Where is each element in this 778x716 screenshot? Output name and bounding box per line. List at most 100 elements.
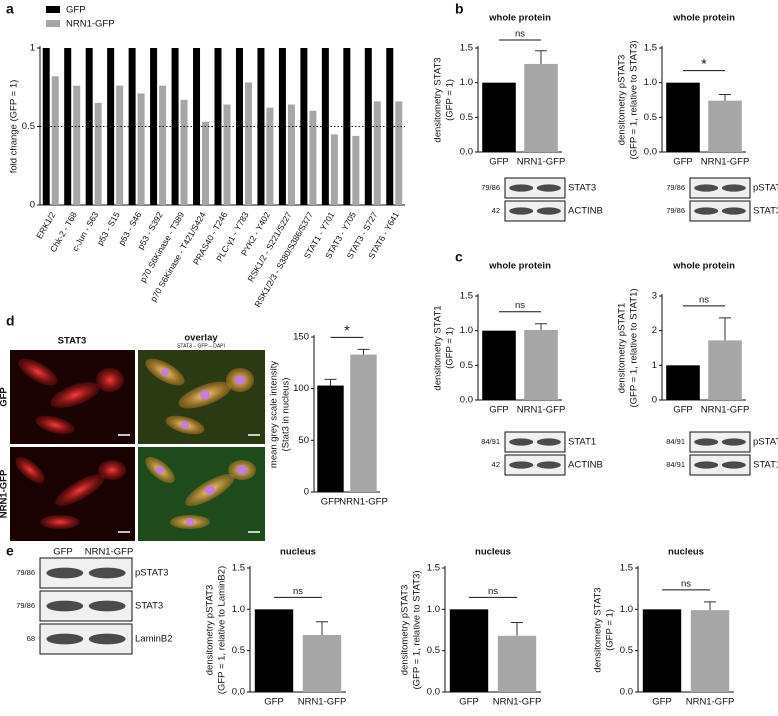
y-axis-label: densitometry STAT3 (593, 587, 604, 672)
y-axis-label: fold change (GFP = 1) (9, 80, 20, 174)
blot-band (694, 438, 719, 446)
bar (449, 609, 489, 692)
significance-label: ns (488, 586, 498, 597)
molecular-weight: 79/86 (666, 183, 685, 192)
y-tick-label: 1.5 (232, 563, 245, 574)
x-tick-label: NRN1-GFP (517, 157, 566, 168)
lane-label: GFP (53, 547, 73, 558)
error-bar (535, 323, 547, 330)
chart-title: nucleus (280, 547, 316, 558)
legend-label: NRN1-GFP (66, 19, 115, 30)
blot-band (694, 207, 719, 215)
blot-band (88, 567, 126, 579)
significance-label: * (344, 322, 350, 338)
x-tick-label: GFP (489, 405, 509, 416)
y-tick-label: 0.0 (460, 147, 473, 158)
bar (330, 134, 338, 205)
blot-band (46, 600, 84, 612)
blot-label: pSTAT3 (753, 183, 778, 194)
bar (708, 340, 742, 400)
blot (689, 454, 751, 476)
y-axis-label: (GFP = 1, relative to LaminB2) (217, 566, 228, 694)
panel-letter: d (6, 313, 15, 329)
x-tick-label: GFP (459, 697, 479, 708)
blot-band (536, 438, 561, 446)
blot-label: STAT3 (135, 601, 163, 612)
blot-band (509, 207, 534, 215)
panel-letter: c (455, 249, 463, 265)
x-tick-label: NRN1-GFP (701, 405, 750, 416)
bar (159, 85, 167, 205)
molecular-weight: 42 (492, 460, 500, 469)
blot-label: STAT3 (568, 183, 596, 194)
x-tick-label: ERK1/2 (34, 210, 57, 241)
x-tick-label: GFP (673, 405, 693, 416)
blot-band (694, 461, 719, 469)
significance-label: ns (293, 586, 303, 597)
error-bar (704, 601, 716, 611)
error-bar (535, 50, 547, 64)
bar (666, 82, 700, 152)
bar (321, 48, 329, 205)
y-axis-label: densitometry STAT3 (433, 57, 444, 142)
y-axis-label: (GFP = 1) (445, 327, 456, 369)
y-axis-label: (GFP = 1, relative to STAT3) (412, 570, 423, 689)
blot-label: STAT1 (568, 437, 596, 448)
y-tick-label: 0.5 (620, 645, 633, 656)
bar (350, 354, 377, 492)
bar (642, 609, 682, 692)
y-tick-label: 100 (293, 383, 309, 394)
error-bar (719, 93, 731, 101)
molecular-weight: 79/86 (666, 206, 685, 215)
y-tick-label: 0 (304, 487, 309, 498)
molecular-weight: 84/91 (666, 460, 685, 469)
micrograph-row-label: GFP (0, 387, 10, 407)
bar (317, 385, 344, 492)
molecular-weight: 79/86 (481, 183, 500, 192)
blot (689, 200, 751, 222)
blot-band (46, 633, 84, 645)
y-tick-label: 0.5 (232, 645, 245, 656)
y-axis-label: densitometry STAT1 (433, 305, 444, 390)
blot-label: pSTAT3 (135, 568, 168, 579)
bar (254, 609, 294, 692)
blot-band (694, 184, 719, 192)
bar (309, 110, 317, 205)
bar (497, 635, 537, 692)
y-tick-label: 1.0 (460, 77, 473, 88)
molecular-weight: 79/86 (16, 601, 35, 610)
y-tick-label: 1.5 (460, 291, 473, 302)
blot-label: ACTINB (568, 460, 603, 471)
chart-title: whole protein (672, 13, 735, 24)
micrograph-subtitle: STAT3 – GFP – DAPI (177, 343, 225, 349)
blot-band (536, 207, 561, 215)
bar (202, 121, 210, 205)
blot-band (88, 633, 126, 645)
blot-band (536, 184, 561, 192)
error-bar (719, 317, 731, 341)
y-tick-label: 1.0 (232, 604, 245, 615)
y-tick-label: 1.5 (460, 43, 473, 54)
blot-label: STAT1 (753, 460, 778, 471)
blot (504, 177, 566, 199)
blot-band (721, 184, 746, 192)
error-bar (511, 622, 523, 636)
blot-label: ACTINB (568, 206, 603, 217)
y-tick-label: 1 (30, 43, 35, 54)
x-tick-label: GFP (673, 157, 693, 168)
bar (51, 76, 59, 205)
bar (42, 48, 50, 205)
y-tick-label: 0.0 (620, 687, 633, 698)
error-bar (357, 348, 370, 355)
blot-band (509, 461, 534, 469)
blot (504, 454, 566, 476)
blot-band (509, 184, 534, 192)
y-tick-label: 0 (652, 395, 657, 406)
molecular-weight: 84/91 (666, 437, 685, 446)
micrograph-column-label: overlay (184, 333, 218, 344)
y-axis-label: densitometry pSTAT3 (400, 585, 411, 675)
y-axis-label: mean grey scale intensity (269, 361, 280, 468)
blot-band (46, 567, 84, 579)
bar (150, 48, 158, 205)
